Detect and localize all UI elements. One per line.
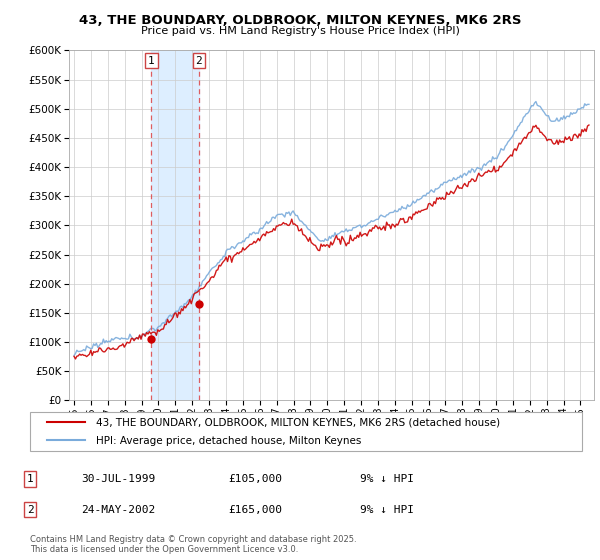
Text: 9% ↓ HPI: 9% ↓ HPI xyxy=(360,505,414,515)
Text: 43, THE BOUNDARY, OLDBROOK, MILTON KEYNES, MK6 2RS: 43, THE BOUNDARY, OLDBROOK, MILTON KEYNE… xyxy=(79,14,521,27)
Text: Price paid vs. HM Land Registry's House Price Index (HPI): Price paid vs. HM Land Registry's House … xyxy=(140,26,460,36)
Text: 1: 1 xyxy=(26,474,34,484)
Text: 1: 1 xyxy=(148,55,155,66)
Text: 2: 2 xyxy=(196,55,202,66)
Text: 24-MAY-2002: 24-MAY-2002 xyxy=(81,505,155,515)
Text: 30-JUL-1999: 30-JUL-1999 xyxy=(81,474,155,484)
Text: HPI: Average price, detached house, Milton Keynes: HPI: Average price, detached house, Milt… xyxy=(96,436,362,446)
Text: £105,000: £105,000 xyxy=(228,474,282,484)
Text: 43, THE BOUNDARY, OLDBROOK, MILTON KEYNES, MK6 2RS (detached house): 43, THE BOUNDARY, OLDBROOK, MILTON KEYNE… xyxy=(96,418,500,428)
Bar xyxy=(151,50,199,400)
FancyBboxPatch shape xyxy=(30,412,582,451)
Text: 2: 2 xyxy=(26,505,34,515)
Text: Contains HM Land Registry data © Crown copyright and database right 2025.
This d: Contains HM Land Registry data © Crown c… xyxy=(30,535,356,554)
Text: 9% ↓ HPI: 9% ↓ HPI xyxy=(360,474,414,484)
Text: £165,000: £165,000 xyxy=(228,505,282,515)
